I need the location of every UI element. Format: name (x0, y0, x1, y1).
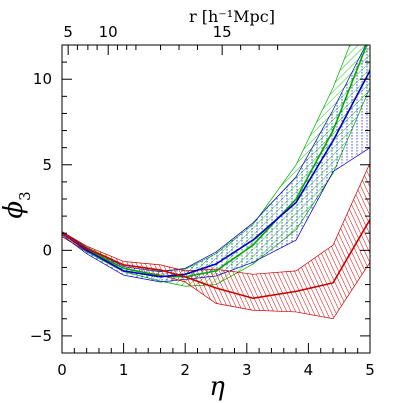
x-tick-label: 0 (57, 361, 67, 379)
x-tick-label: 3 (242, 361, 252, 379)
axis-ticks (61, 44, 371, 354)
uncertainty-bands (62, 45, 370, 320)
series-0-band-upper-edge (62, 162, 370, 275)
x-tick-label: 1 (119, 361, 129, 379)
x-tick-label: 2 (180, 361, 190, 379)
y-axis-title-symbol: ϕ (0, 201, 29, 219)
y-tick-label: 10 (33, 70, 52, 88)
axis-tick-labels: 0 1 2 3 4 5 −5 0 5 10 5 10 15 (30, 23, 375, 379)
top-tick-label: 10 (99, 23, 118, 41)
x-tick-label: 4 (304, 361, 314, 379)
series-2-band (62, 45, 370, 282)
top-tick-label: 5 (63, 23, 73, 41)
top-tick-label: 15 (213, 23, 232, 41)
x-tick-label: 5 (365, 361, 375, 379)
y-tick-label: 0 (42, 241, 52, 259)
top-axis-title: r [h⁻¹Mpc] (189, 7, 275, 26)
y-tick-label: 5 (42, 156, 52, 174)
y-tick-label: −5 (30, 327, 52, 345)
series-2-line (62, 70, 370, 278)
series-lines (62, 45, 370, 300)
series-1-line (62, 45, 368, 278)
y-axis-title: ϕ3 (0, 191, 34, 218)
series-0-line (62, 219, 370, 300)
y-axis-title-subscript: 3 (16, 191, 34, 201)
series-0-band (62, 163, 370, 319)
x-axis-title: η (209, 372, 225, 402)
